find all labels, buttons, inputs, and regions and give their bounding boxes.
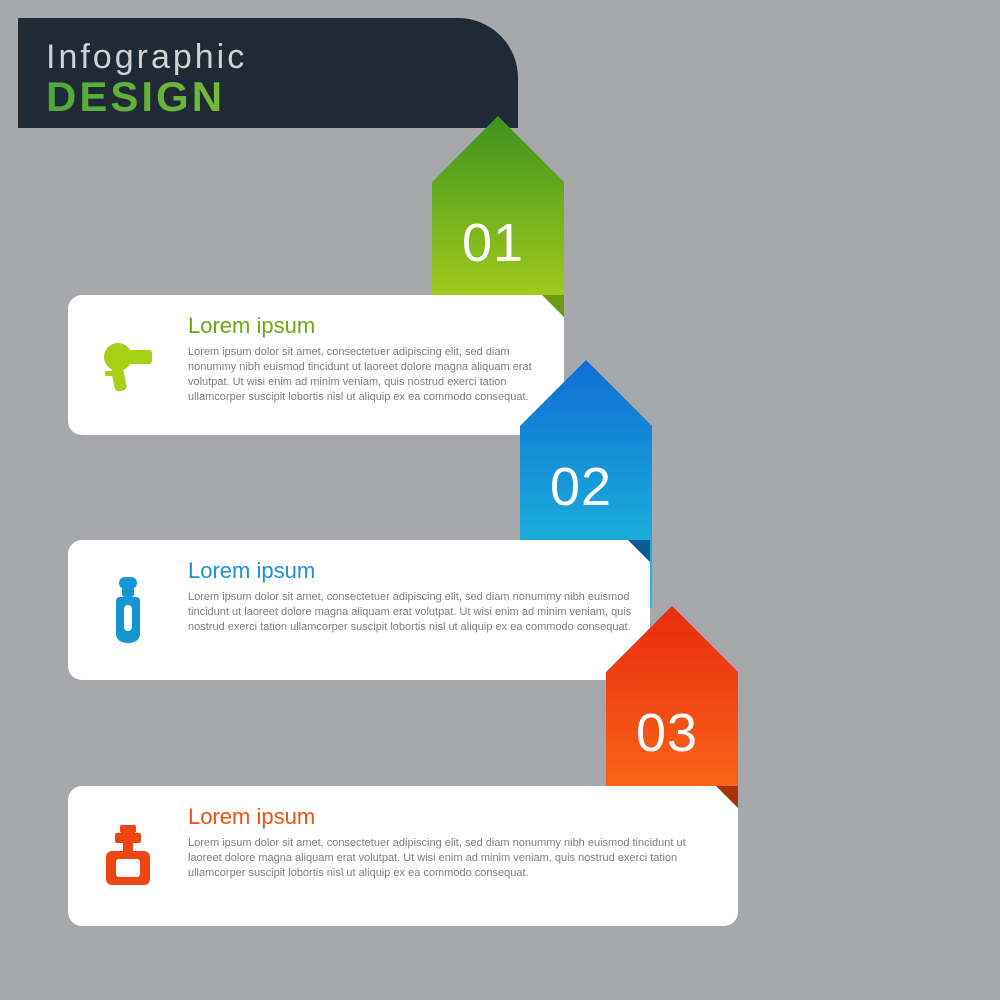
perfume-icon [98, 823, 158, 889]
fold-shadow-1 [542, 295, 564, 317]
step-number-2: 02 [550, 456, 612, 518]
info-card-2: Lorem ipsum Lorem ipsum dolor sit amet, … [68, 540, 650, 680]
header-line2: DESIGN [46, 77, 518, 117]
hair-dryer-icon [96, 333, 160, 397]
mascara-icon [99, 575, 157, 645]
card-text-2: Lorem ipsum Lorem ipsum dolor sit amet, … [188, 540, 650, 635]
card-body-2: Lorem ipsum dolor sit amet, consectetuer… [188, 590, 632, 635]
card-body-1: Lorem ipsum dolor sit amet, consectetuer… [188, 345, 546, 404]
fold-shadow-2 [628, 540, 650, 562]
card-icon-wrap-3 [68, 786, 188, 926]
card-text-1: Lorem ipsum Lorem ipsum dolor sit amet, … [188, 295, 564, 404]
fold-shadow-3 [716, 786, 738, 808]
card-text-3: Lorem ipsum Lorem ipsum dolor sit amet, … [188, 786, 738, 881]
step-number-3: 03 [636, 702, 698, 764]
info-card-3: Lorem ipsum Lorem ipsum dolor sit amet, … [68, 786, 738, 926]
card-icon-wrap-2 [68, 540, 188, 680]
card-icon-wrap-1 [68, 295, 188, 435]
step-number-1: 01 [462, 212, 524, 274]
card-title-3: Lorem ipsum [188, 804, 720, 830]
card-title-2: Lorem ipsum [188, 558, 632, 584]
card-title-1: Lorem ipsum [188, 313, 546, 339]
header-line1: Infographic [46, 38, 518, 77]
info-card-1: Lorem ipsum Lorem ipsum dolor sit amet, … [68, 295, 564, 435]
card-body-3: Lorem ipsum dolor sit amet, consectetuer… [188, 836, 720, 881]
header-band: Infographic DESIGN [18, 18, 518, 128]
